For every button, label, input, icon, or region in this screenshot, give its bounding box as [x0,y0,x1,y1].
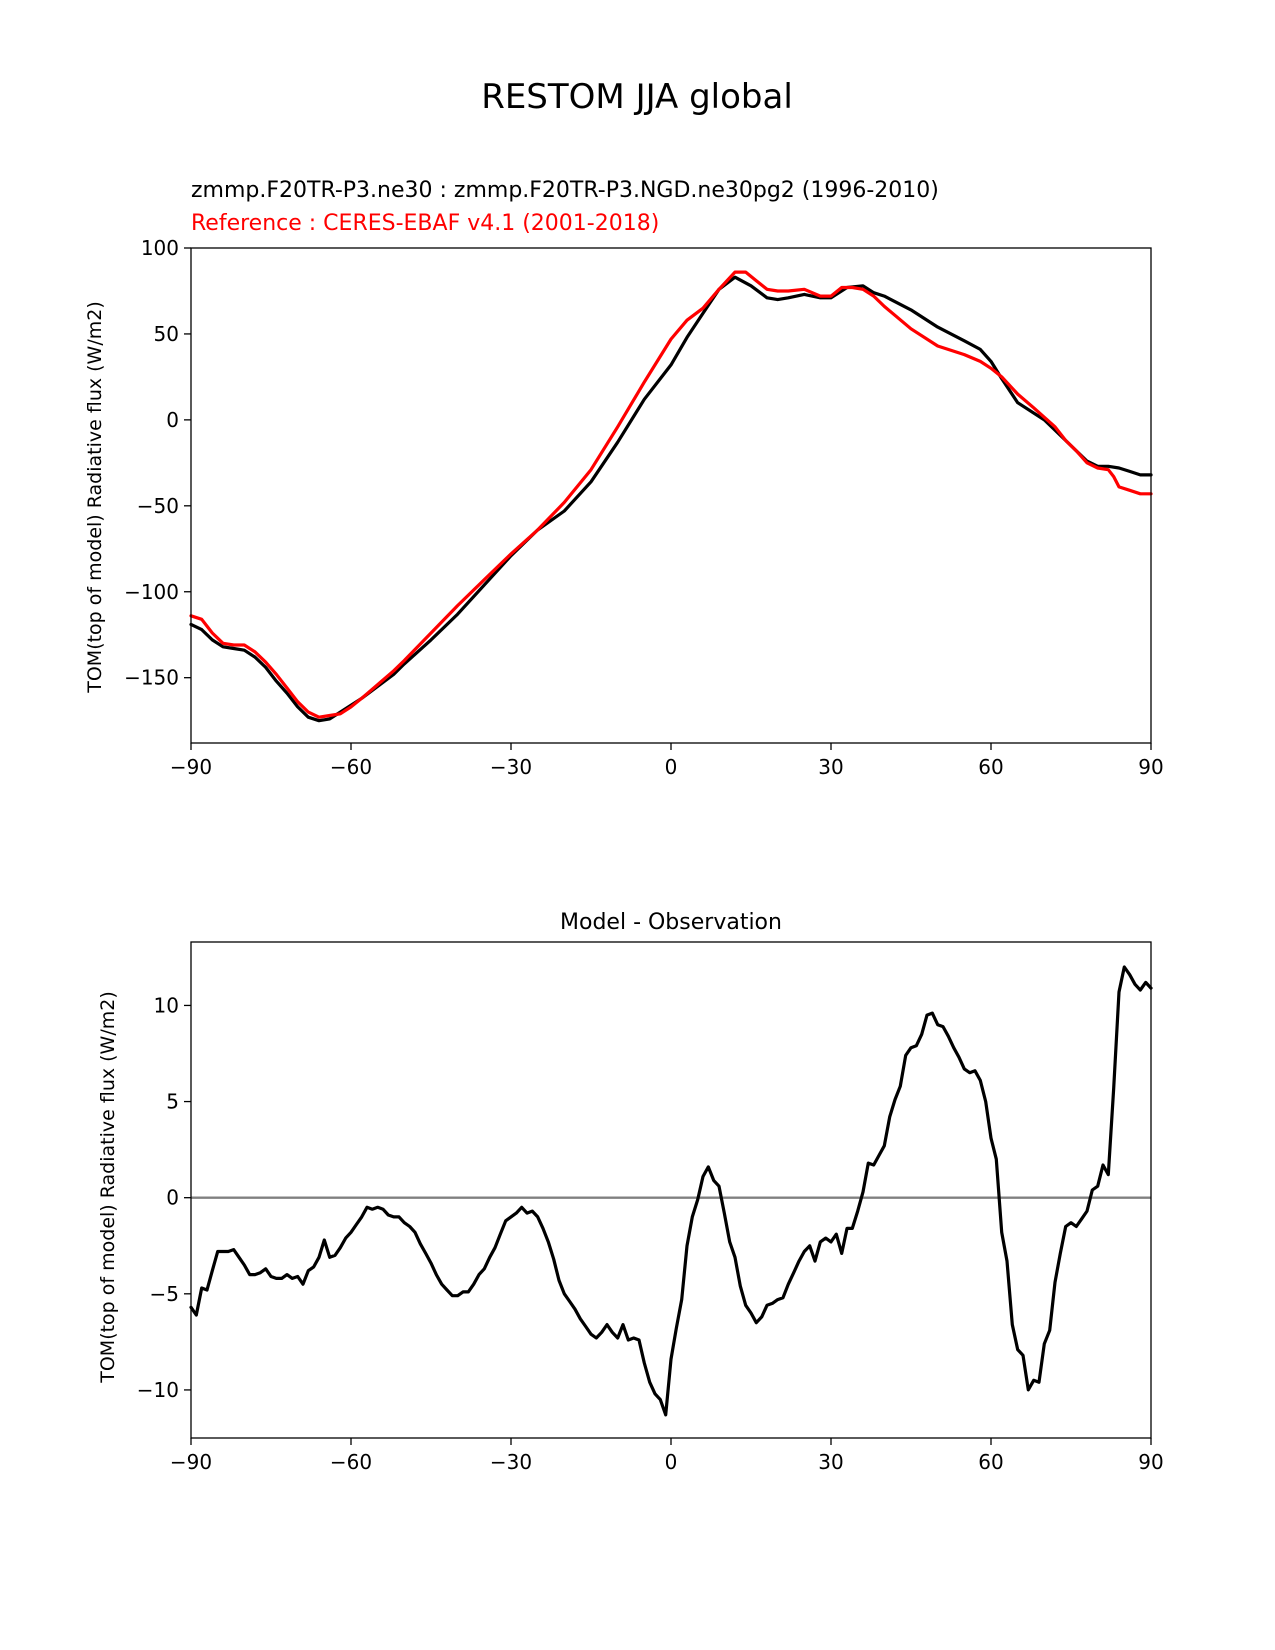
bottom-chart-title: Model - Observation [560,910,782,935]
top-y-tick-label: −100 [124,580,179,604]
bottom-x-tick-label: 30 [818,1450,843,1474]
top-series-line-model [189,275,1153,723]
bottom-chart-y-axis: 10 5 0 −5 −10 [137,993,191,1402]
bottom-chart-plot-area [189,965,1153,1417]
top-y-tick-label: −150 [124,666,179,690]
top-x-tick-label: −90 [170,755,212,779]
bottom-x-tick-label: 60 [978,1450,1003,1474]
top-y-tick-label: 100 [141,236,179,260]
top-x-tick-label: −60 [330,755,372,779]
top-chart-panel: zmmp.F20TR-P3.ne30 : zmmp.F20TR-P3.NGD.n… [84,178,1164,779]
top-series-line-reference [189,270,1153,719]
top-chart-frame [190,247,1152,744]
top-x-tick-label: −30 [490,755,532,779]
top-chart-model-subtitle: zmmp.F20TR-P3.ne30 : zmmp.F20TR-P3.NGD.n… [191,178,939,203]
bottom-x-tick-label: −30 [490,1450,532,1474]
top-chart-reference-subtitle: Reference : CERES-EBAF v4.1 (2001-2018) [191,211,659,236]
top-x-tick-label: 0 [665,755,678,779]
top-y-tick-label: −50 [137,494,179,518]
bottom-y-tick-label: −10 [137,1378,179,1402]
bottom-x-tick-label: 0 [665,1450,678,1474]
bottom-x-tick-label: −90 [170,1450,212,1474]
top-x-tick-label: 30 [818,755,843,779]
bottom-y-tick-label: 0 [166,1186,179,1210]
bottom-chart-x-axis: −90 −60 −30 0 30 60 90 [170,1438,1164,1474]
top-y-tick-label: 50 [154,322,179,346]
top-x-tick-label: 60 [978,755,1003,779]
bottom-y-tick-label: −5 [150,1282,179,1306]
top-chart-plot-area [189,270,1153,723]
bottom-chart-y-axis-label: TOM(top of model) Radiative flux (W/m2) [97,991,119,1384]
bottom-x-tick-label: −60 [330,1450,372,1474]
figure-title: RESTOM JJA global [481,77,793,117]
bottom-chart-frame [190,941,1152,1439]
bottom-y-tick-label: 5 [166,1090,179,1114]
top-y-tick-label: 0 [166,408,179,432]
bottom-series-line-0 [189,965,1153,1417]
bottom-y-tick-label: 10 [154,993,179,1017]
bottom-chart-panel: Model - Observation TOM(top of model) Ra… [97,910,1164,1474]
top-chart-y-axis: 100 50 0 −50 −100 −150 [124,236,191,690]
top-chart-x-axis: −90 −60 −30 0 30 60 90 [170,743,1164,779]
bottom-x-tick-label: 90 [1138,1450,1163,1474]
top-chart-y-axis-label: TOM(top of model) Radiative flux (W/m2) [84,301,106,694]
top-x-tick-label: 90 [1138,755,1163,779]
